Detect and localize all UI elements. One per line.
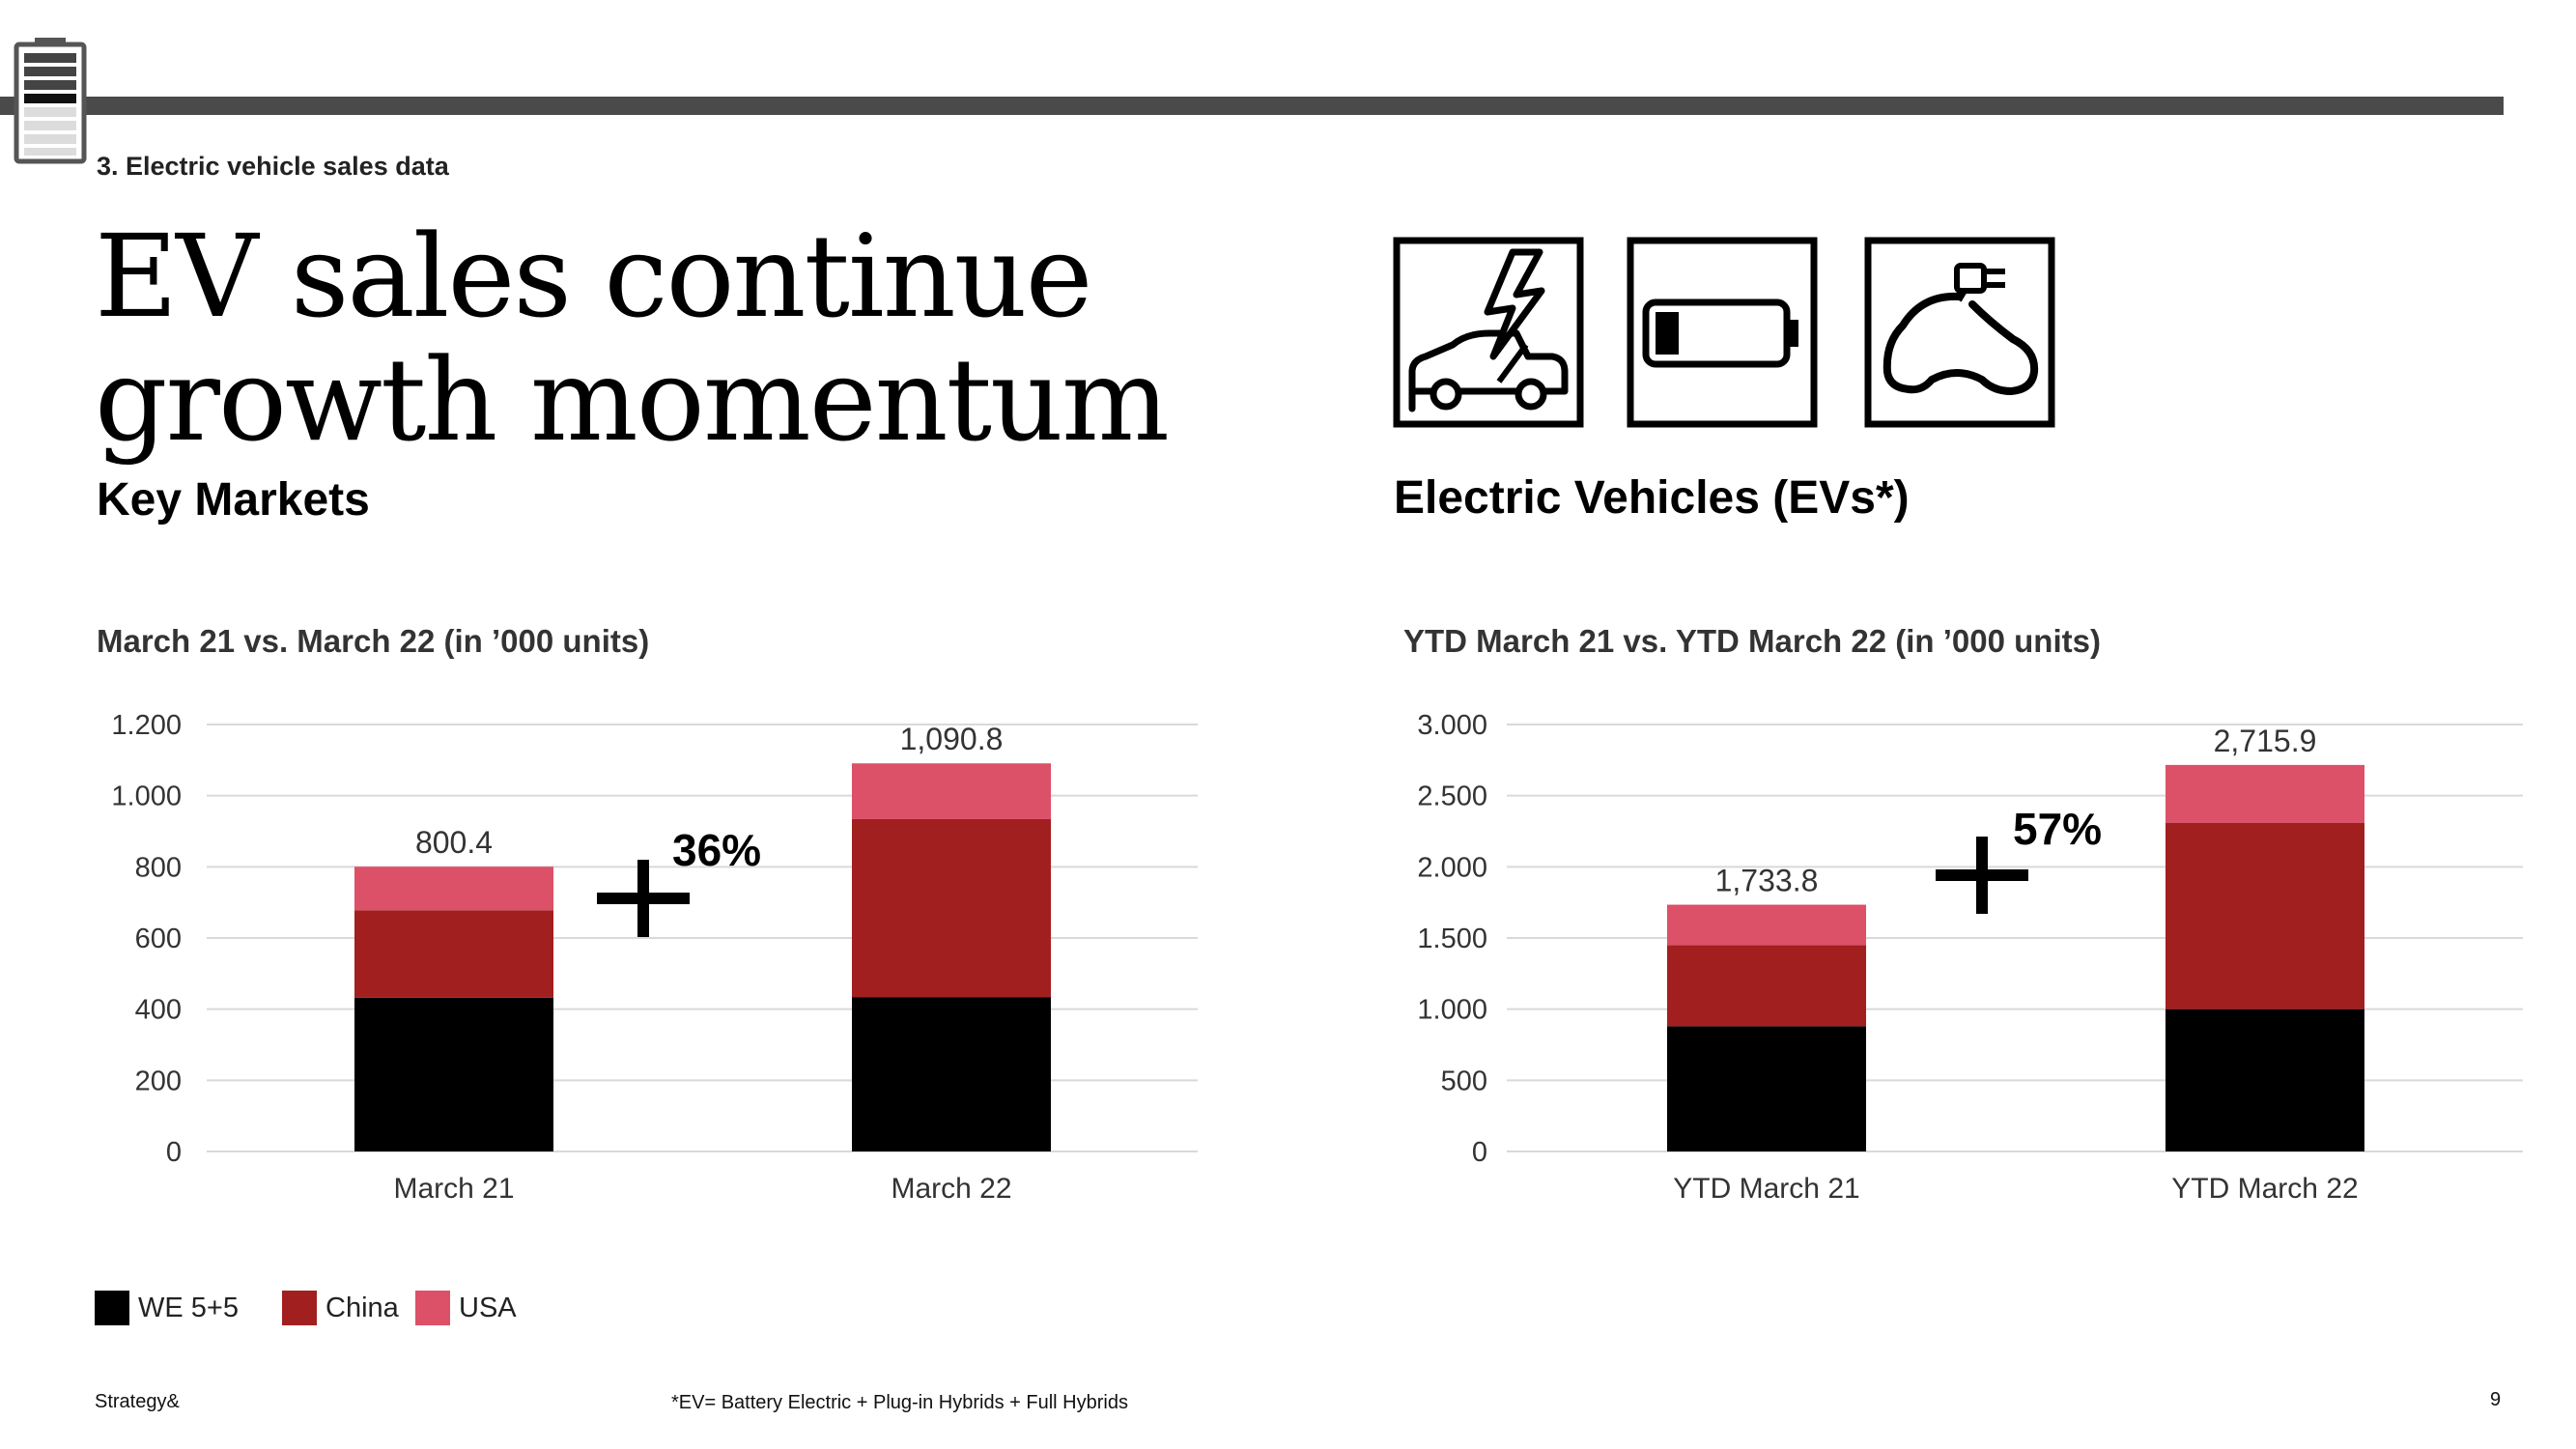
growth-plus-icon xyxy=(597,860,690,937)
bar-segment-usa xyxy=(2166,764,2364,823)
growth-label: 57% xyxy=(2013,804,2102,854)
plus-vertical xyxy=(1976,837,1988,914)
x-tick-label: YTD March 22 xyxy=(2171,1173,2358,1205)
growth-label: 36% xyxy=(672,825,761,875)
key-markets-subtitle: Key Markets xyxy=(97,474,370,526)
y-tick-label: 1.500 xyxy=(1417,923,1487,954)
y-tick-label: 1.200 xyxy=(111,710,182,741)
y-tick-label: 1.000 xyxy=(111,781,182,812)
bar-segment-we xyxy=(354,997,553,1151)
x-tick-label: March 22 xyxy=(891,1173,1011,1205)
section-label: 3. Electric vehicle sales data xyxy=(97,152,449,181)
y-tick-label: 0 xyxy=(1472,1137,1487,1168)
ev-plug-car-icon xyxy=(1864,237,2055,428)
bar-segment-usa xyxy=(354,867,553,911)
title-line-1: EV sales continue xyxy=(95,210,1093,343)
y-tick-label: 400 xyxy=(135,995,182,1026)
bar-segment-china xyxy=(852,818,1051,998)
y-tick-label: 1.000 xyxy=(1417,995,1487,1026)
battery-logo-icon xyxy=(14,38,87,164)
growth-plus-icon xyxy=(1936,837,2028,914)
bar-segment-china xyxy=(1667,945,1866,1027)
legend-swatch-china xyxy=(282,1291,317,1325)
x-tick-label: YTD March 21 xyxy=(1673,1173,1859,1205)
total-data-label: 1,733.8 xyxy=(1715,864,1819,898)
page-number: 9 xyxy=(2490,1389,2502,1410)
top-bar xyxy=(0,97,2504,115)
plus-vertical xyxy=(637,860,649,937)
title-line-2: growth momentum xyxy=(95,333,1170,467)
ev-subtitle: Electric Vehicles (EVs*) xyxy=(1394,472,1910,524)
page-title: EV sales continue growth momentum xyxy=(95,210,1170,467)
y-tick-label: 0 xyxy=(166,1137,182,1168)
legend-item-china: China xyxy=(282,1291,399,1325)
y-tick-label: 200 xyxy=(135,1065,182,1096)
y-tick-label: 600 xyxy=(135,923,182,954)
legend-label-we: WE 5+5 xyxy=(138,1292,239,1323)
bar-segment-we xyxy=(852,997,1051,1151)
right-chart-title: YTD March 21 vs. YTD March 22 (in ’000 u… xyxy=(1403,623,2101,659)
bar-segment-we xyxy=(2166,1009,2364,1151)
left-stacked-bar-chart: 0 200 400 600 800 1.000 1.200 800.4 March 21 1,09… xyxy=(111,710,1198,1205)
footer-brand: Strategy& xyxy=(95,1391,180,1412)
battery-icon xyxy=(1627,237,1818,428)
x-tick-label: March 21 xyxy=(393,1173,514,1205)
bar-segment-usa xyxy=(1667,904,1866,946)
total-data-label: 800.4 xyxy=(415,825,493,860)
legend-label-china: China xyxy=(326,1292,399,1323)
bar-segment-china xyxy=(354,910,553,998)
y-tick-label: 3.000 xyxy=(1417,710,1487,741)
footer-note: *EV= Battery Electric + Plug-in Hybrids … xyxy=(671,1392,1128,1413)
right-stacked-bar-chart: 0 500 1.000 1.500 2.000 2.500 3.000 1,733.8 YTD … xyxy=(1417,710,2523,1205)
legend-item-we: WE 5+5 xyxy=(95,1291,239,1325)
y-tick-label: 500 xyxy=(1441,1065,1487,1096)
car-charging-icon xyxy=(1393,237,1584,428)
legend-item-usa: USA xyxy=(415,1291,517,1325)
y-tick-label: 2.000 xyxy=(1417,852,1487,883)
legend-swatch-we xyxy=(95,1291,129,1325)
bar-segment-china xyxy=(2166,822,2364,1009)
bar-segment-we xyxy=(1667,1026,1866,1151)
legend-label-usa: USA xyxy=(459,1292,517,1323)
legend-swatch-usa xyxy=(415,1291,450,1325)
total-data-label: 2,715.9 xyxy=(2214,724,2317,758)
left-chart-title: March 21 vs. March 22 (in ’000 units) xyxy=(97,623,650,659)
y-tick-label: 800 xyxy=(135,852,182,883)
y-tick-label: 2.500 xyxy=(1417,781,1487,812)
total-data-label: 1,090.8 xyxy=(900,722,1004,756)
bar-segment-usa xyxy=(852,763,1051,819)
